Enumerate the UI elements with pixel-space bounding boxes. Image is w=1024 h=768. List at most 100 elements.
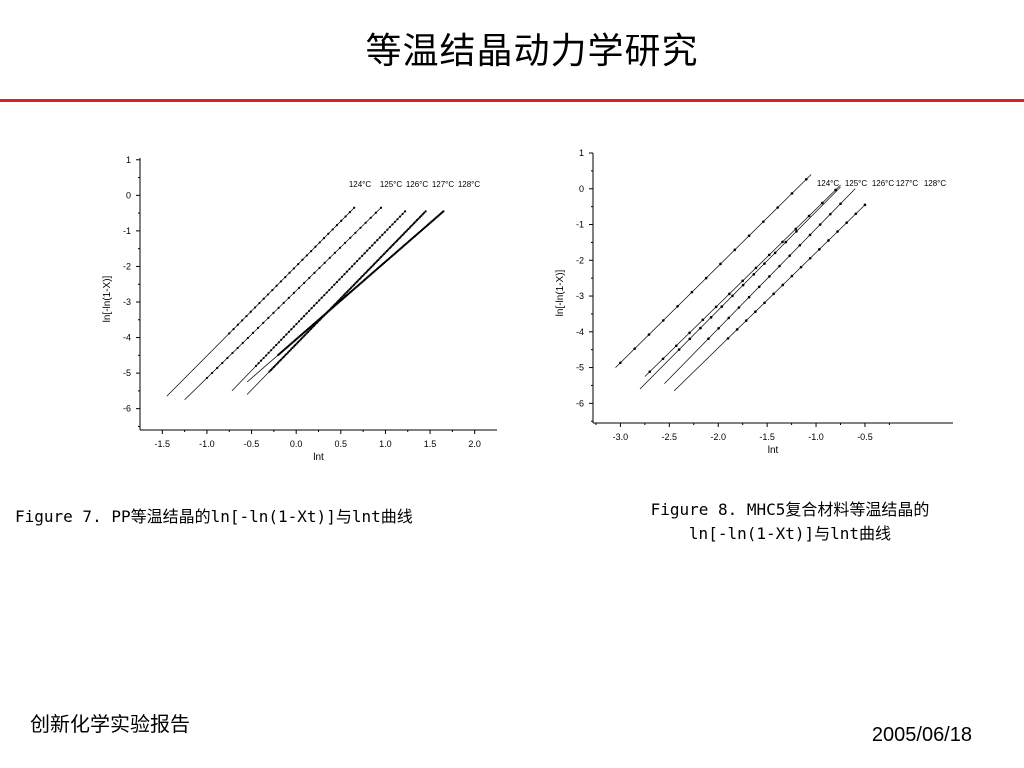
data-point bbox=[287, 296, 290, 299]
data-point bbox=[385, 249, 389, 253]
data-point bbox=[754, 266, 758, 270]
data-point bbox=[361, 274, 364, 278]
data-point bbox=[331, 228, 334, 231]
data-point bbox=[348, 288, 351, 291]
data-point bbox=[265, 354, 268, 357]
data-point bbox=[414, 220, 417, 223]
data-point bbox=[374, 211, 377, 214]
data-point bbox=[262, 356, 265, 360]
data-point bbox=[391, 223, 394, 226]
data-point bbox=[798, 243, 802, 247]
data-point bbox=[304, 333, 307, 336]
data-point bbox=[752, 273, 756, 276]
data-point bbox=[246, 336, 249, 340]
data-point bbox=[733, 248, 737, 252]
data-point bbox=[271, 288, 274, 292]
data-point bbox=[361, 254, 364, 257]
data-point bbox=[384, 251, 387, 254]
data-point bbox=[300, 317, 303, 320]
data-point bbox=[322, 237, 326, 240]
data-point bbox=[393, 220, 397, 223]
y-tick-label: 0 bbox=[126, 190, 131, 200]
data-point bbox=[396, 218, 399, 221]
data-point bbox=[228, 332, 231, 335]
data-point bbox=[318, 241, 321, 244]
data-point bbox=[282, 335, 285, 339]
data-point bbox=[407, 227, 410, 231]
y-tick-label: -6 bbox=[123, 404, 131, 414]
data-point bbox=[403, 232, 406, 235]
data-point bbox=[410, 224, 413, 228]
data-point bbox=[307, 309, 311, 312]
y-tick-label: 1 bbox=[126, 155, 131, 165]
data-point bbox=[674, 344, 678, 348]
data-point bbox=[808, 256, 812, 260]
data-point bbox=[707, 337, 710, 340]
data-point bbox=[355, 280, 358, 283]
data-point bbox=[302, 335, 305, 338]
data-point bbox=[424, 210, 427, 213]
data-point bbox=[727, 316, 731, 320]
data-point bbox=[272, 346, 275, 349]
data-point bbox=[375, 260, 378, 263]
data-point bbox=[365, 270, 368, 273]
data-point bbox=[381, 233, 384, 237]
data-point bbox=[270, 349, 273, 352]
data-point bbox=[269, 368, 272, 372]
y-tick-label: -5 bbox=[123, 368, 131, 378]
data-point bbox=[839, 202, 842, 206]
data-point bbox=[374, 261, 377, 264]
data-point bbox=[289, 348, 293, 351]
slide-title: 等温结晶动力学研究 bbox=[365, 31, 699, 72]
data-point bbox=[333, 251, 337, 254]
data-point bbox=[398, 215, 402, 218]
data-point bbox=[282, 355, 285, 358]
data-point bbox=[773, 251, 777, 255]
data-point bbox=[318, 266, 321, 269]
data-point bbox=[371, 244, 374, 247]
footer-date: 2005/06/18 bbox=[871, 724, 972, 746]
y-tick-label: -5 bbox=[576, 363, 584, 373]
data-point bbox=[328, 256, 331, 259]
data-point bbox=[358, 257, 361, 260]
data-point bbox=[442, 210, 445, 213]
data-point bbox=[854, 212, 858, 216]
data-point bbox=[404, 230, 407, 234]
series-label: 126°C bbox=[872, 179, 895, 188]
x-tick-label: -1.0 bbox=[199, 439, 215, 449]
data-point bbox=[350, 265, 354, 268]
data-point bbox=[353, 206, 356, 209]
series-label: 128°C bbox=[458, 180, 481, 189]
data-point bbox=[390, 245, 393, 248]
data-point bbox=[257, 326, 260, 330]
x-tick-label: -0.5 bbox=[244, 439, 260, 449]
fit-line bbox=[615, 174, 812, 368]
data-point bbox=[400, 235, 403, 238]
data-point bbox=[709, 316, 713, 319]
data-point bbox=[398, 236, 401, 239]
data-point bbox=[388, 246, 391, 250]
data-point bbox=[688, 331, 691, 335]
data-point bbox=[401, 233, 404, 236]
data-point bbox=[772, 292, 775, 296]
y-tick-label: 0 bbox=[579, 184, 584, 194]
data-point bbox=[299, 338, 303, 341]
data-point bbox=[794, 227, 798, 231]
data-point bbox=[754, 310, 757, 313]
x-tick-label: 0.5 bbox=[335, 439, 348, 449]
figure-8-caption: Figure 8. MHC5复合材料等温结晶的 ln[-ln(1-Xt)]与ln… bbox=[590, 498, 990, 546]
data-point bbox=[272, 366, 275, 369]
fit-line bbox=[166, 207, 355, 397]
data-point bbox=[292, 345, 295, 348]
data-point bbox=[391, 244, 394, 247]
data-point bbox=[205, 376, 209, 380]
data-point bbox=[292, 267, 295, 270]
data-point bbox=[308, 276, 311, 279]
data-point bbox=[423, 211, 426, 214]
data-point bbox=[278, 360, 281, 363]
data-point bbox=[690, 290, 694, 294]
data-point bbox=[258, 301, 261, 305]
data-point bbox=[328, 288, 331, 292]
data-point bbox=[767, 253, 771, 257]
x-tick-label: -0.5 bbox=[857, 432, 873, 442]
